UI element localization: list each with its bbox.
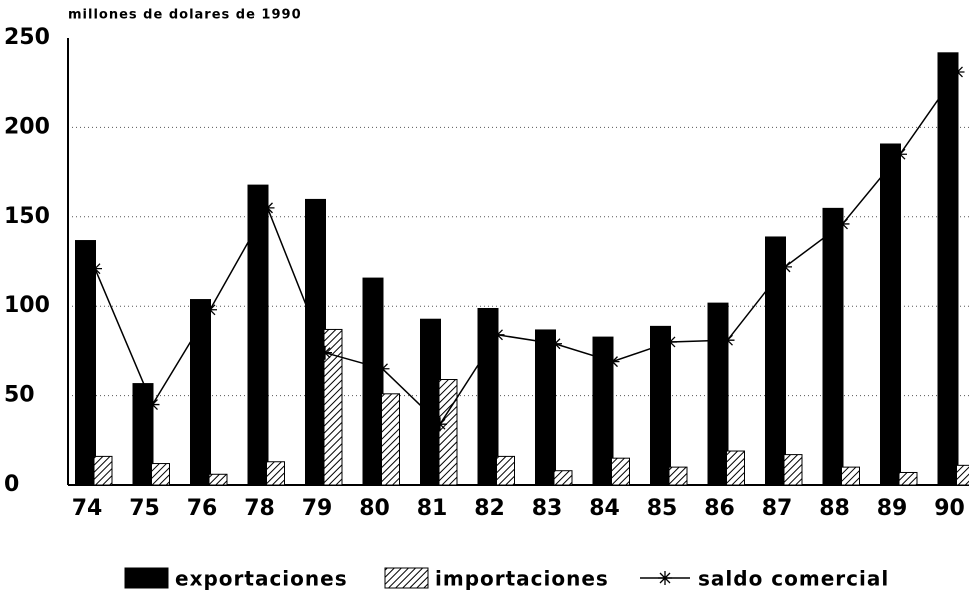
- balance-marker: [88, 261, 102, 276]
- balance-marker: [605, 354, 620, 369]
- x-tick-label: 74: [72, 496, 103, 521]
- export-bar: [190, 299, 211, 485]
- import-bar: [93, 455, 113, 486]
- balance-marker: [720, 333, 735, 348]
- balance-marker: [375, 361, 390, 376]
- import-bar: [783, 454, 803, 486]
- import-bar: [496, 455, 515, 486]
- y-tick-label: 50: [4, 383, 35, 408]
- balance-marker: [203, 302, 217, 317]
- x-tick-label: 78: [244, 496, 275, 521]
- y-tick-label: 250: [4, 25, 50, 50]
- legend-label: importaciones: [435, 567, 609, 591]
- balance-marker: [663, 334, 677, 349]
- export-bar: [765, 236, 786, 485]
- balance-line: [94, 71, 959, 426]
- export-bar: [477, 307, 499, 485]
- x-tick-label: 88: [819, 496, 850, 521]
- legend-label: exportaciones: [175, 567, 348, 591]
- import-bar: [266, 461, 285, 486]
- x-tick-label: 75: [129, 496, 160, 521]
- export-bar: [305, 198, 326, 486]
- export-bar: [880, 143, 901, 485]
- import-bar: [956, 464, 969, 486]
- y-tick-label: 200: [4, 114, 50, 139]
- chart-title: millones de dolares de 1990: [68, 8, 302, 23]
- balance-marker: [835, 216, 850, 231]
- x-tick-label: 82: [474, 496, 505, 521]
- export-bar: [75, 240, 96, 485]
- x-tick-label: 86: [704, 496, 735, 521]
- balance-marker: [318, 345, 332, 360]
- x-tick-label: 89: [877, 496, 908, 521]
- x-tick-label: 83: [532, 496, 563, 521]
- export-bar: [535, 329, 556, 485]
- export-bar: [707, 302, 729, 485]
- y-tick-label: 150: [4, 204, 50, 229]
- x-tick-label: 76: [187, 496, 218, 521]
- x-tick-label: 84: [589, 496, 620, 521]
- balance-marker: [145, 397, 160, 412]
- balance-marker: [260, 200, 275, 215]
- legend-label: saldo comercial: [698, 567, 889, 591]
- import-bar: [208, 473, 228, 486]
- import-bar: [323, 328, 343, 486]
- balance-marker: [490, 327, 505, 342]
- y-tick-label: 0: [4, 472, 19, 497]
- balance-marker: [950, 64, 965, 79]
- export-bar: [650, 325, 671, 485]
- x-tick-label: 87: [762, 496, 793, 521]
- import-bar: [726, 450, 745, 486]
- export-bar: [937, 52, 959, 485]
- import-bar: [611, 457, 630, 486]
- x-tick-label: 85: [647, 496, 678, 521]
- y-tick-label: 100: [4, 293, 50, 318]
- legend-swatch: [658, 571, 672, 585]
- x-tick-label: 81: [417, 496, 448, 521]
- import-bar: [381, 393, 400, 486]
- legend-swatch: [384, 567, 429, 589]
- x-tick-label: 90: [934, 496, 965, 521]
- balance-marker: [548, 336, 562, 351]
- export-bar: [420, 318, 441, 485]
- export-bar: [822, 207, 844, 486]
- balance-marker: [433, 417, 447, 432]
- import-bar: [438, 379, 458, 486]
- x-tick-label: 80: [359, 496, 390, 521]
- import-bar: [553, 470, 573, 486]
- export-bar: [247, 184, 269, 485]
- import-bar: [898, 471, 918, 486]
- import-bar: [841, 466, 860, 486]
- import-bar: [668, 466, 688, 486]
- balance-marker: [893, 147, 907, 162]
- x-tick-label: 79: [302, 496, 333, 521]
- import-bar: [151, 463, 170, 486]
- balance-marker: [778, 259, 792, 274]
- export-bar: [362, 277, 384, 485]
- export-bar: [592, 336, 614, 485]
- legend-swatch: [124, 567, 169, 589]
